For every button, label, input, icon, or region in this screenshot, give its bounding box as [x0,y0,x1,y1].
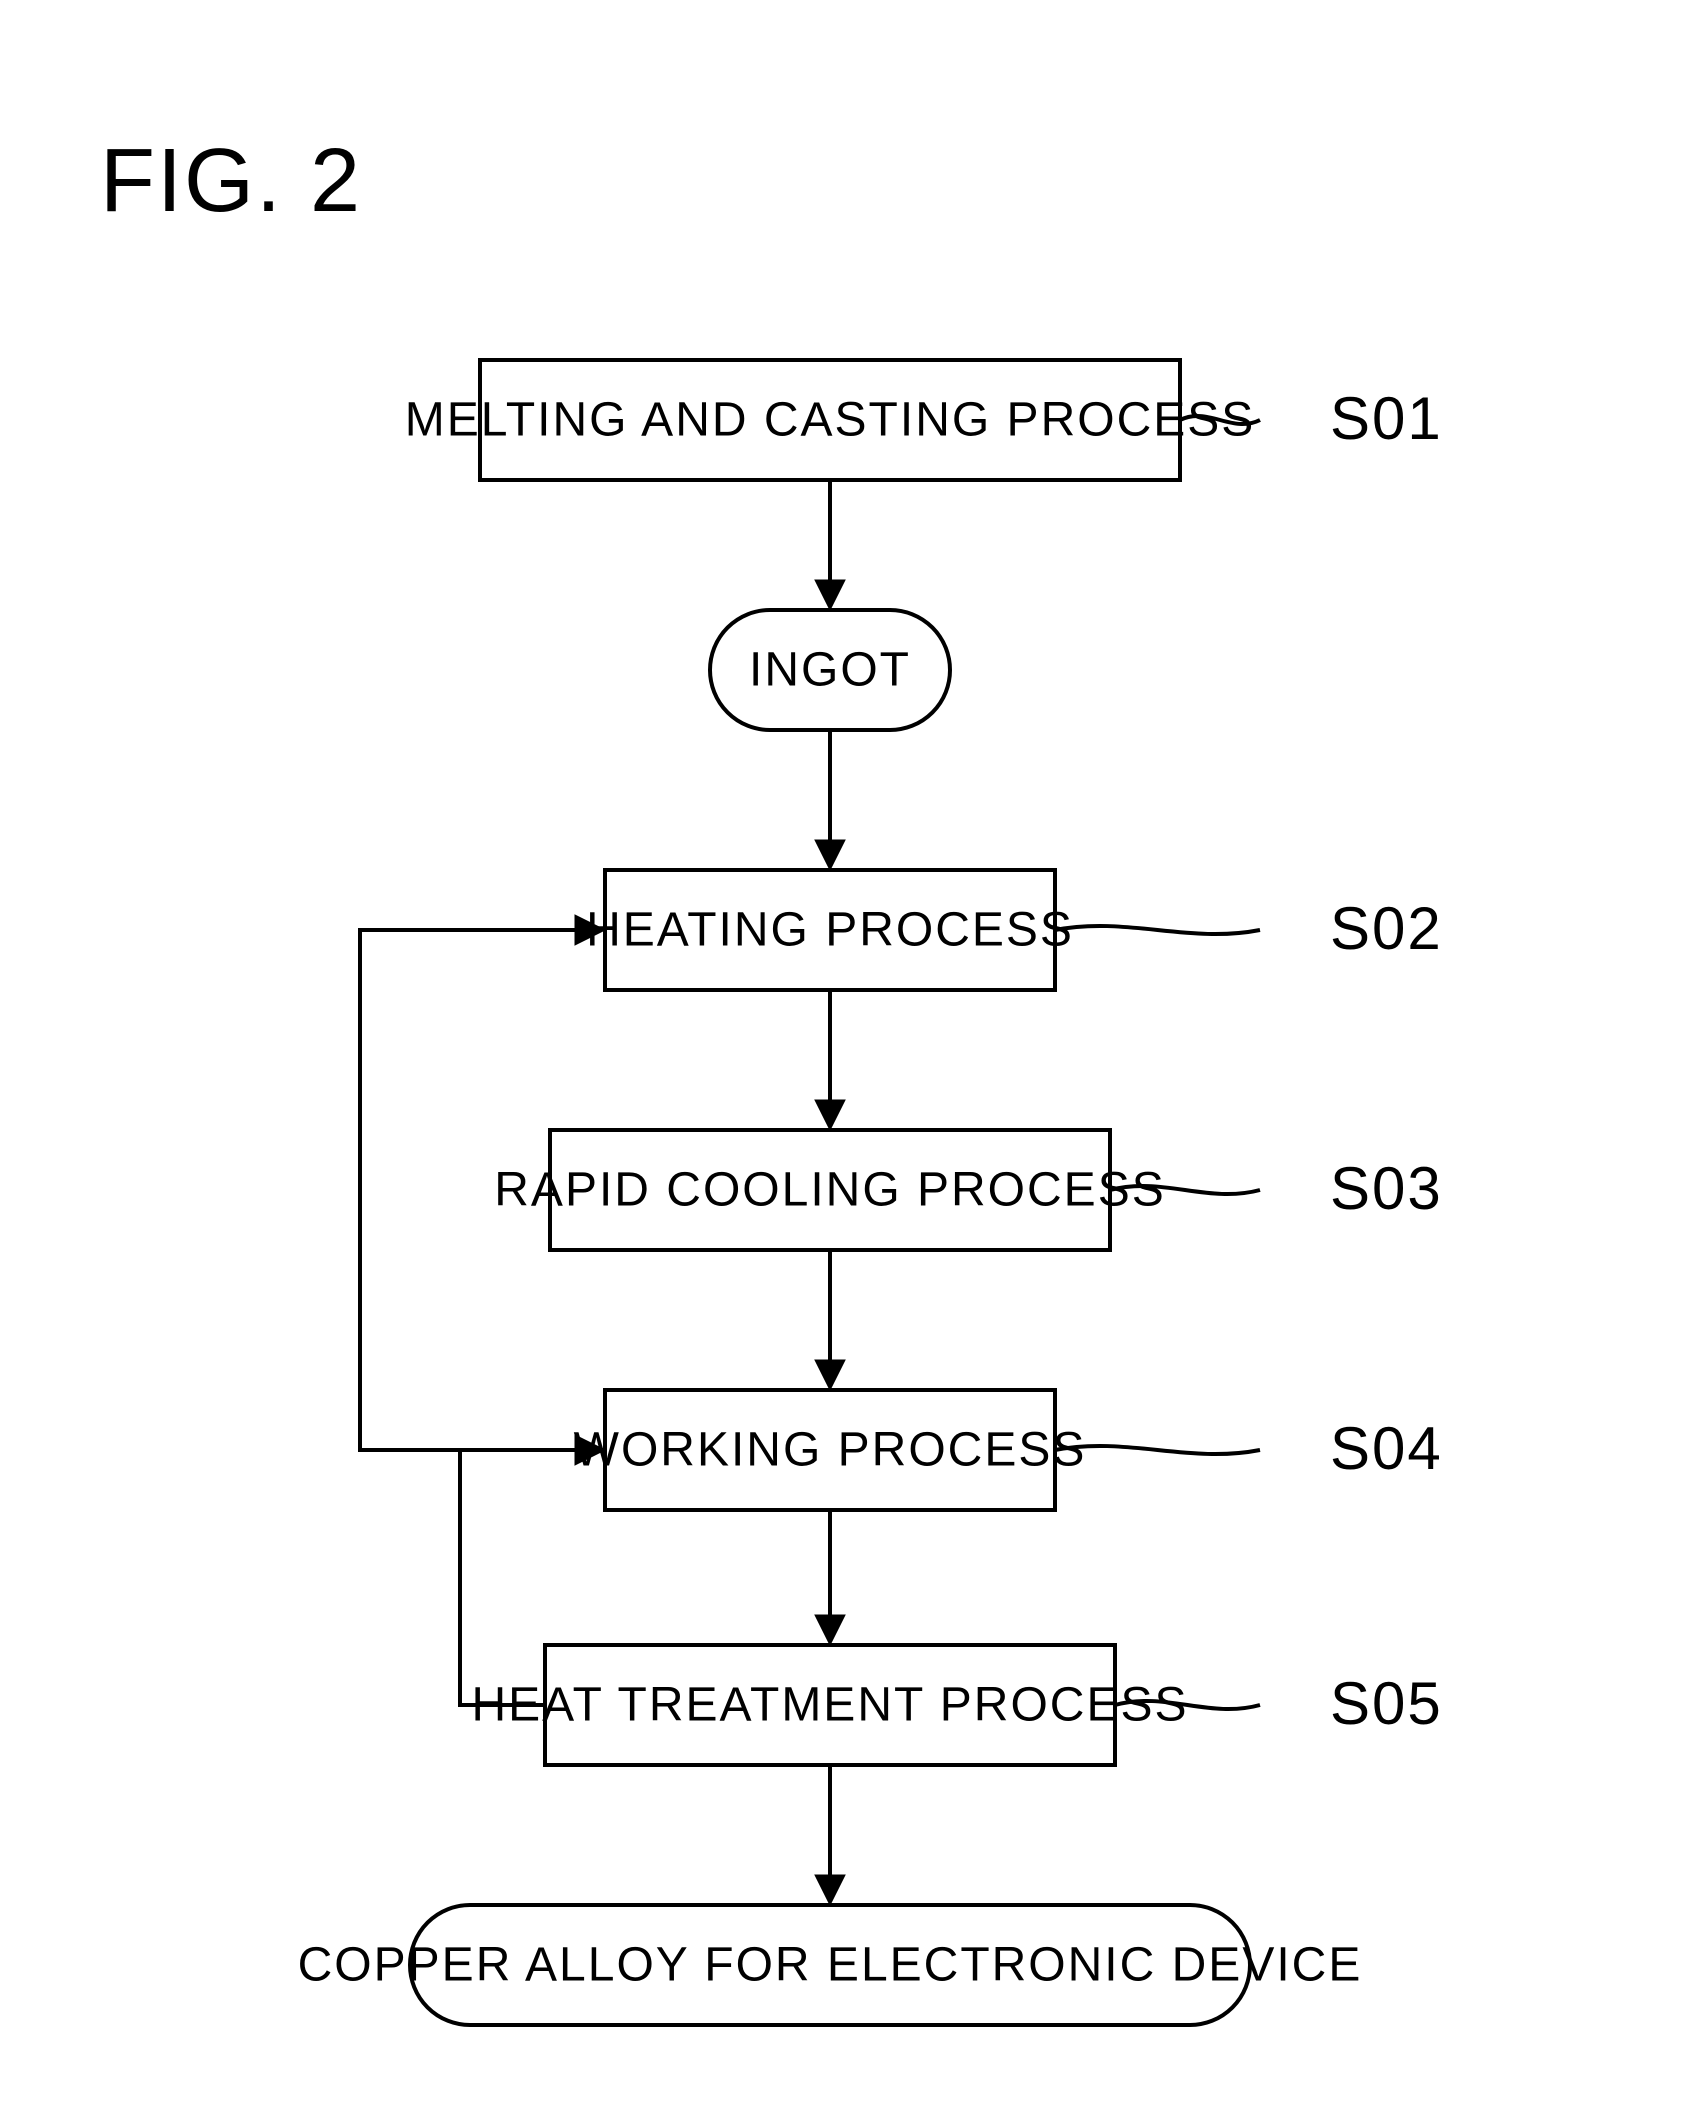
node-ingot: INGOT [710,610,950,730]
step-label-s05: S05 [1330,1670,1443,1737]
step-label-s02: S02 [1330,895,1443,962]
flow-arrow-head [815,1615,845,1645]
node-label-s02: HEATING PROCESS [586,904,1074,957]
node-s03: RAPID COOLING PROCESS S03 [494,1130,1443,1250]
flow-arrow-head [815,1100,845,1130]
flow-arrow-head [815,580,845,610]
step-label-s04: S04 [1330,1415,1443,1482]
step-label-s01: S01 [1330,385,1443,452]
node-s04: WORKING PROCESS S04 [574,1390,1443,1510]
node-label-s03: RAPID COOLING PROCESS [494,1164,1165,1217]
flow-arrow-head [815,840,845,870]
node-label-ingot: INGOT [749,644,911,697]
flow-arrow-head [815,1875,845,1905]
flow-arrow-head [815,1360,845,1390]
feedback-path [460,1450,577,1705]
node-label-out: COPPER ALLOY FOR ELECTRONIC DEVICE [298,1939,1363,1992]
flowchart-diagram: MELTING AND CASTING PROCESS S01 INGOT HEATI… [0,0,1696,2107]
step-label-s03: S03 [1330,1155,1443,1222]
node-out: COPPER ALLOY FOR ELECTRONIC DEVICE [298,1905,1363,2025]
step-connector-s02 [1055,926,1260,934]
node-label-s01: MELTING AND CASTING PROCESS [405,394,1256,447]
node-s01: MELTING AND CASTING PROCESS S01 [405,360,1443,480]
node-label-s04: WORKING PROCESS [574,1424,1087,1477]
node-label-s05: HEAT TREATMENT PROCESS [471,1679,1188,1732]
node-s05: HEAT TREATMENT PROCESS S05 [471,1645,1442,1765]
node-s02: HEATING PROCESS S02 [586,870,1443,990]
